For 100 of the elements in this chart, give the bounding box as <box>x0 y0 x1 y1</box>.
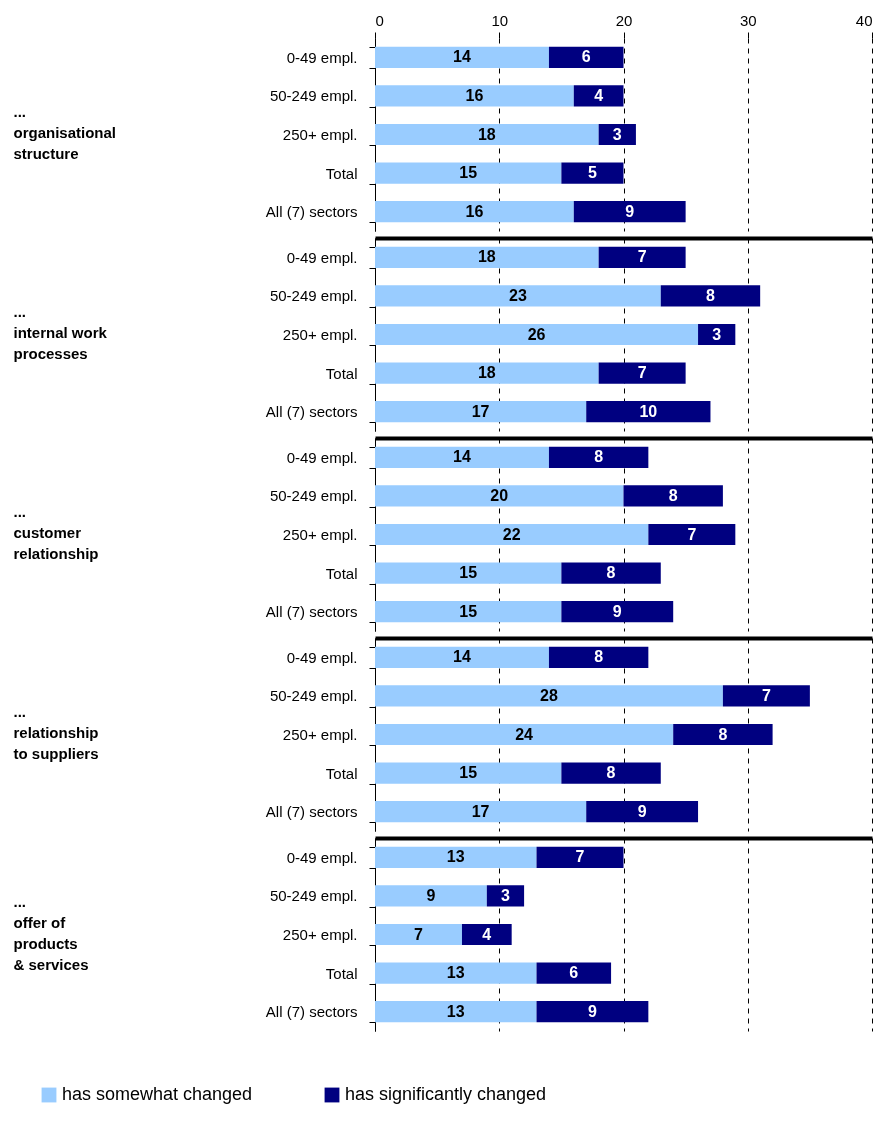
bar <box>598 246 686 268</box>
bar <box>375 801 587 823</box>
bar <box>375 762 562 784</box>
data-label: 8 <box>606 564 616 582</box>
data-label: 8 <box>718 725 728 743</box>
bar <box>722 685 810 707</box>
y-tick-label: 250+ empl. <box>282 126 358 143</box>
data-label: 22 <box>502 525 521 543</box>
data-label: 7 <box>414 925 424 943</box>
bar <box>660 285 761 307</box>
data-label: 9 <box>612 602 622 620</box>
data-label: 13 <box>446 964 465 982</box>
y-tick-label: 250+ empl. <box>282 526 358 543</box>
data-label: 20 <box>490 486 509 504</box>
data-label: 8 <box>594 648 604 666</box>
data-label: 10 <box>639 402 658 420</box>
data-label: 13 <box>446 848 465 866</box>
bar <box>375 323 699 346</box>
y-tick-label: 50-249 empl. <box>269 687 358 705</box>
data-label: 28 <box>540 686 558 704</box>
bar <box>586 401 711 423</box>
data-label: 9 <box>587 1002 597 1020</box>
data-label: 23 <box>508 286 527 304</box>
legend-label: has significantly changed <box>345 1084 547 1104</box>
data-label: 8 <box>594 448 604 466</box>
y-tick-label: Total <box>325 364 358 382</box>
bar <box>375 562 562 584</box>
bar <box>375 446 549 468</box>
data-label: 13 <box>446 1002 465 1020</box>
y-tick-label: All (7) sectors <box>265 603 358 621</box>
y-tick-label: 0-49 empl. <box>286 648 358 666</box>
y-tick-label: 250+ empl. <box>282 726 358 743</box>
bar <box>561 562 661 584</box>
bar <box>375 846 537 868</box>
y-tick-label: 0-49 empl. <box>286 848 358 866</box>
bar <box>561 762 661 784</box>
bar <box>375 246 599 268</box>
data-label: 7 <box>687 525 697 543</box>
data-label: 15 <box>459 764 478 782</box>
bar <box>375 523 649 546</box>
data-label: 18 <box>477 364 496 382</box>
x-tick-label: 40 <box>855 11 873 29</box>
y-tick-label: 50-249 empl. <box>269 287 358 305</box>
data-label: 3 <box>612 125 622 143</box>
data-label: 14 <box>453 648 471 666</box>
bar <box>598 362 686 384</box>
bar <box>536 846 624 868</box>
bar <box>375 885 487 907</box>
bar <box>375 1001 537 1023</box>
data-label: 24 <box>515 725 534 743</box>
data-label: 26 <box>527 325 546 343</box>
data-label: 14 <box>453 448 471 466</box>
y-tick-label: 50-249 empl. <box>269 887 358 905</box>
data-label: 17 <box>471 802 490 820</box>
bar <box>461 923 512 946</box>
data-label: 8 <box>668 486 678 504</box>
data-label: 15 <box>459 164 478 182</box>
bar <box>375 646 549 668</box>
bar <box>375 723 674 746</box>
data-label: 15 <box>459 564 478 582</box>
bar <box>561 601 674 623</box>
y-axis-title: ... organisational structure <box>13 102 117 162</box>
bar <box>586 801 699 823</box>
data-label: 9 <box>625 202 635 220</box>
bar <box>673 723 773 746</box>
x-tick-label: 20 <box>615 11 633 29</box>
data-label: 4 <box>482 925 492 943</box>
bar <box>648 523 736 546</box>
y-tick-label: 50-249 empl. <box>269 87 358 105</box>
y-tick-label: Total <box>325 564 358 582</box>
data-label: 9 <box>637 802 647 820</box>
bar <box>375 401 587 423</box>
bar <box>375 601 562 623</box>
y-tick-label: 250+ empl. <box>282 326 358 343</box>
data-label: 7 <box>761 686 771 704</box>
y-tick-label: 0-49 empl. <box>286 48 358 66</box>
y-axis-title: ... offer of products & services <box>13 892 89 973</box>
data-label: 7 <box>637 248 647 266</box>
legend-label: has somewhat changed <box>62 1084 253 1104</box>
data-label: 16 <box>465 202 484 220</box>
data-label: 8 <box>606 764 616 782</box>
data-label: 17 <box>471 402 490 420</box>
data-label: 14 <box>453 48 471 66</box>
data-label: 18 <box>477 248 496 266</box>
y-axis-title: ... customer relationship <box>13 502 99 562</box>
y-tick-label: Total <box>325 964 358 982</box>
x-tick-label: 30 <box>739 11 757 29</box>
x-tick-label: 10 <box>491 11 509 29</box>
y-tick-label: All (7) sectors <box>265 403 358 421</box>
bar <box>536 962 612 984</box>
y-axis-title: ... relationship to suppliers <box>13 702 99 762</box>
y-tick-label: All (7) sectors <box>265 803 358 821</box>
y-tick-label: 50-249 empl. <box>269 487 358 505</box>
data-label: 7 <box>575 848 585 866</box>
x-tick-label: 0 <box>375 11 384 29</box>
y-tick-label: 0-49 empl. <box>286 248 358 266</box>
data-label: 5 <box>587 164 597 182</box>
y-tick-label: Total <box>325 764 358 782</box>
y-tick-label: 250+ empl. <box>282 926 358 943</box>
data-label: 9 <box>426 886 436 904</box>
